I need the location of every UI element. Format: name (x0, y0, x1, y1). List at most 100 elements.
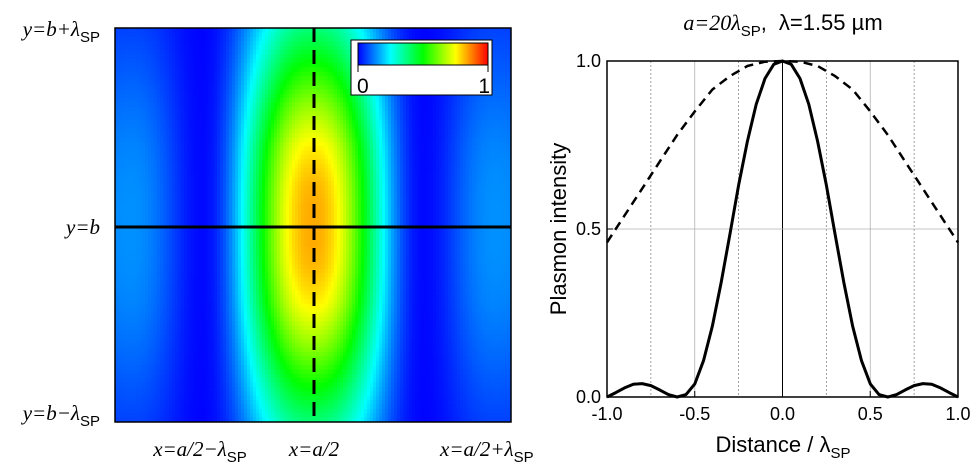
heatmap-cell (115, 124, 119, 130)
heatmap-cell (391, 150, 395, 156)
heatmap-cell (436, 115, 440, 121)
heatmap-cell (415, 163, 419, 169)
heatmap-cell (436, 32, 440, 38)
heatmap-cell (355, 172, 359, 178)
heatmap-cell (502, 49, 506, 55)
heatmap-cell (247, 150, 251, 156)
heatmap-cell (250, 93, 254, 99)
heatmap-cell (157, 124, 161, 130)
heatmap-cell (265, 146, 269, 152)
heatmap-cell (466, 111, 470, 117)
heatmap-cell (280, 41, 284, 47)
heatmap-cell (457, 128, 461, 134)
heatmap-cell (316, 168, 320, 174)
heatmap-cell (169, 36, 173, 42)
heatmap-cell (472, 181, 476, 187)
heatmap-cell (298, 168, 302, 174)
heatmap-cell (463, 146, 467, 152)
heatmap-cell (292, 76, 296, 82)
heatmap-cell (127, 71, 131, 77)
heatmap-cell (283, 98, 287, 104)
heatmap-cell (154, 176, 158, 182)
heatmap-cell (439, 163, 443, 169)
heatmap-cell (163, 181, 167, 187)
heatmap-cell (496, 119, 500, 125)
heatmap-cell (277, 41, 281, 47)
heatmap-cell (190, 111, 194, 117)
heatmap-cell (316, 45, 320, 51)
heatmap-cell (130, 137, 134, 143)
heatmap-cell (439, 181, 443, 187)
heatmap-cell (283, 28, 287, 33)
heatmap-cell (172, 150, 176, 156)
heatmap-cell (499, 150, 503, 156)
heatmap-cell (262, 67, 266, 73)
heatmap-cell (469, 137, 473, 143)
heatmap-cell (184, 168, 188, 174)
heatmap-cell (139, 89, 143, 95)
heatmap-cell (385, 141, 389, 147)
heatmap-cell (166, 36, 170, 42)
heatmap-cell (265, 67, 269, 73)
heatmap-cell (283, 124, 287, 130)
heatmap-cell (490, 119, 494, 125)
heatmap-cell (448, 159, 452, 165)
heatmap-cell (280, 98, 284, 104)
heatmap-cell (445, 106, 449, 112)
heatmap-cell (400, 163, 404, 169)
heatmap-cell (217, 106, 221, 112)
heatmap-cell (460, 168, 464, 174)
heatmap-cell (175, 32, 179, 38)
heatmap-cell (211, 32, 215, 38)
heatmap-cell (259, 45, 263, 51)
heatmap-cell (316, 137, 320, 143)
heatmap-cell (271, 111, 275, 117)
heatmap-cell (178, 137, 182, 143)
heatmap-cell (184, 67, 188, 73)
heatmap-cell (376, 102, 380, 108)
heatmap-cell (262, 63, 266, 68)
heatmap-cell (427, 168, 431, 174)
heatmap-cell (286, 137, 290, 143)
heatmap-cell (505, 111, 509, 117)
heatmap-cell (460, 93, 464, 99)
heatmap-cell (472, 36, 476, 42)
heatmap-cell (382, 119, 386, 125)
heatmap-cell (439, 172, 443, 178)
heatmap-cell (115, 141, 119, 147)
heatmap-cell (157, 189, 161, 195)
heatmap-cell (151, 133, 155, 139)
heatmap-cell (337, 98, 341, 104)
heatmap-cell (241, 163, 245, 169)
heatmap-cell (415, 176, 419, 182)
heatmap-cell (199, 93, 203, 99)
heatmap-cell (382, 32, 386, 38)
heatmap-cell (217, 111, 221, 117)
heatmap-cell (280, 124, 284, 130)
heatmap-cell (202, 71, 206, 77)
heatmap-cell (346, 168, 350, 174)
heatmap-cell (295, 146, 299, 152)
heatmap-cell (121, 137, 125, 143)
heatmap-cell (364, 137, 368, 143)
heatmap-cell (163, 189, 167, 195)
heatmap-cell (505, 63, 509, 68)
heatmap-cell (223, 58, 227, 64)
heatmap-cell (385, 163, 389, 169)
heatmap-cell (475, 102, 479, 108)
heatmap-cell (211, 67, 215, 73)
heatmap-cell (346, 124, 350, 130)
heatmap-cell (142, 32, 146, 38)
heatmap-cell (319, 189, 323, 195)
heatmap-cell (262, 71, 266, 77)
heatmap-cell (253, 115, 257, 121)
heatmap-cell (421, 189, 425, 195)
heatmap-cell (445, 141, 449, 147)
heatmap-cell (364, 124, 368, 130)
heatmap-cell (136, 71, 140, 77)
heatmap-cell (265, 133, 269, 139)
heatmap-cell (364, 189, 368, 195)
heatmap-cell (277, 189, 281, 195)
heatmap-cell (121, 49, 125, 55)
